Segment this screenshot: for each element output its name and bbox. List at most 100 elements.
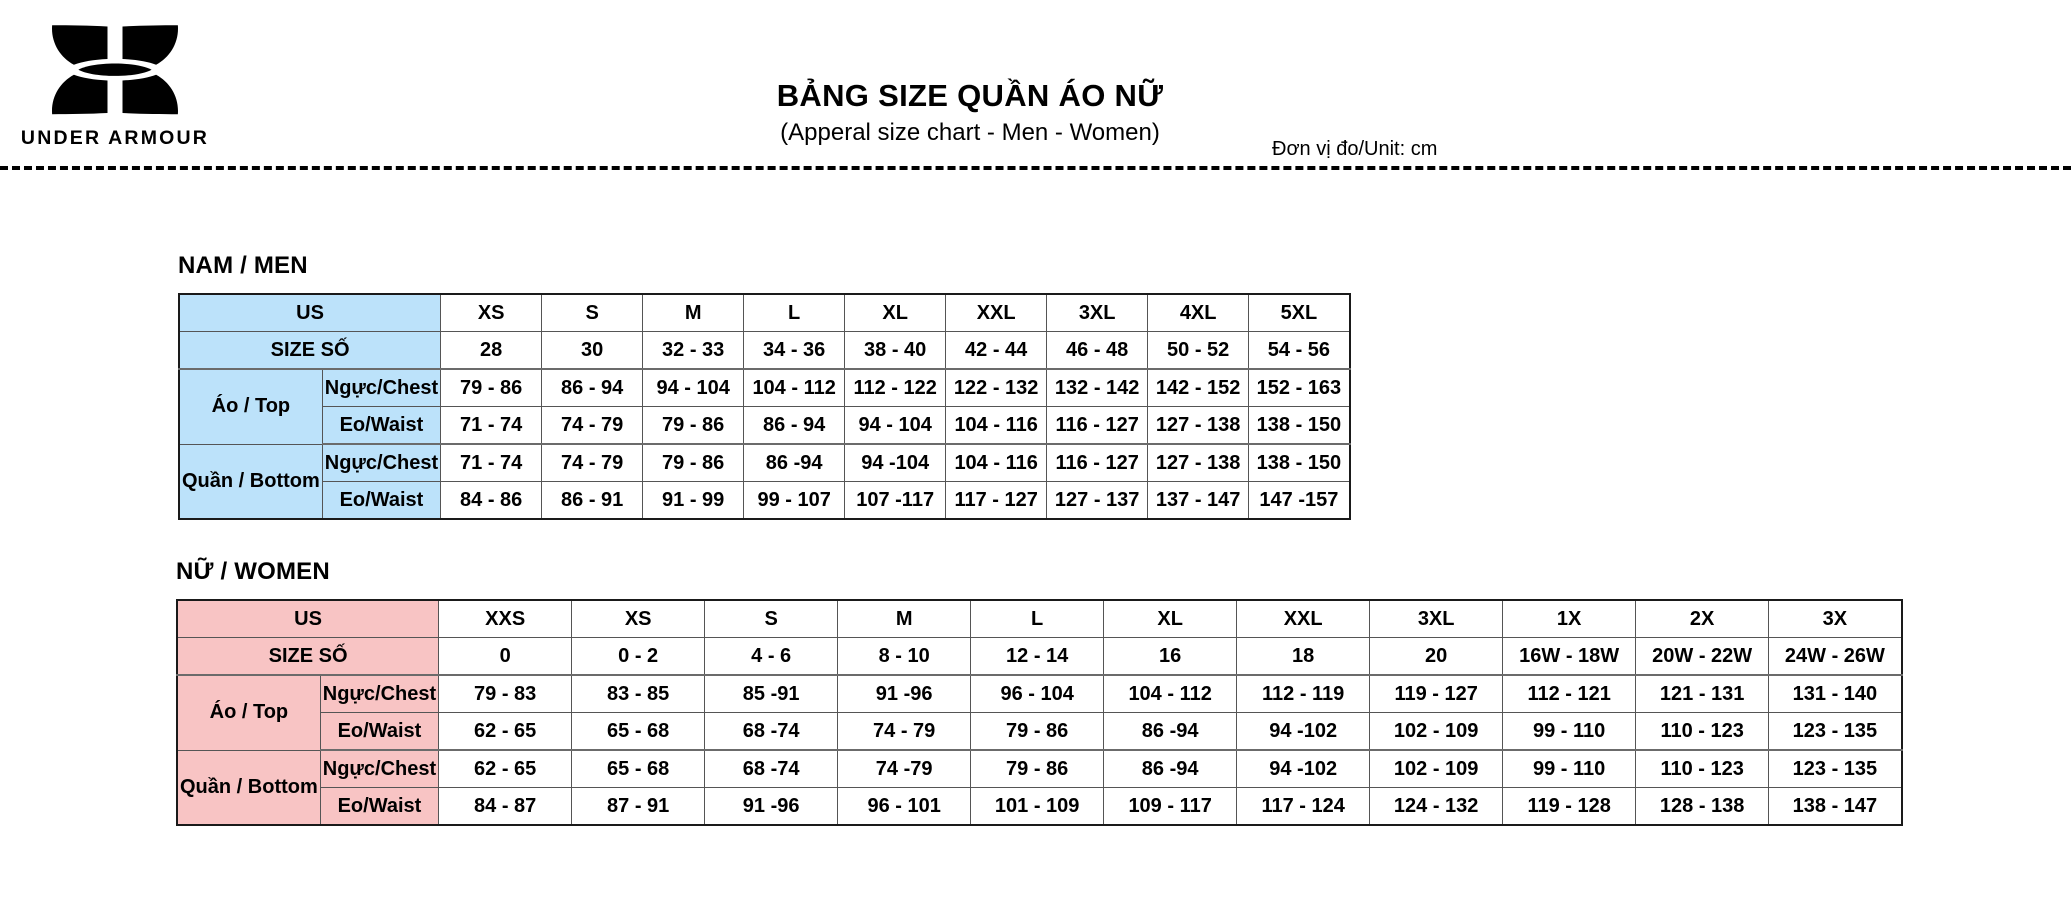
cell-size: S — [541, 293, 644, 332]
cell-size: XL — [844, 293, 947, 332]
cell-measure: 94 -104 — [844, 443, 947, 482]
cell-measure: 99 - 110 — [1502, 749, 1637, 788]
women-section: NỮ / WOMEN US XXS XS S M L XL XXL 3XL 1X… — [176, 558, 1903, 826]
men-section-label: NAM / MEN — [178, 252, 308, 279]
cell-size-number: 12 - 14 — [970, 637, 1105, 676]
cell-measure: 94 - 104 — [844, 406, 947, 445]
row-label-bottom: Quần / Bottom — [178, 443, 323, 520]
cell-size-number: 34 - 36 — [743, 331, 846, 370]
cell-measure: 79 - 86 — [970, 749, 1105, 788]
cell-size: XS — [440, 293, 543, 332]
cell-measure: 99 - 107 — [743, 481, 846, 520]
page-subtitle: (Apperal size chart - Men - Women) — [780, 118, 1160, 146]
cell-measure: 116 - 127 — [1046, 406, 1149, 445]
row-label-waist: Eo/Waist — [319, 787, 440, 826]
dashed-divider — [0, 166, 2071, 170]
cell-measure: 94 - 104 — [642, 368, 745, 407]
cell-measure: 119 - 127 — [1369, 674, 1504, 713]
cell-measure: 94 -102 — [1236, 749, 1371, 788]
row-label-bottom: Quần / Bottom — [176, 749, 321, 826]
cell-measure: 94 -102 — [1236, 712, 1371, 751]
cell-measure: 131 - 140 — [1768, 674, 1903, 713]
cell-size-number: 4 - 6 — [704, 637, 839, 676]
cell-measure: 99 - 110 — [1502, 712, 1637, 751]
table-row-size-number: SIZE SỐ 28 30 32 - 33 34 - 36 38 - 40 42… — [178, 331, 1351, 370]
cell-measure: 79 - 86 — [642, 406, 745, 445]
cell-measure: 112 - 119 — [1236, 674, 1371, 713]
table-row-top-waist: Eo/Waist 71 - 74 74 - 79 79 - 86 86 - 94… — [179, 406, 1351, 445]
cell-measure: 91 -96 — [837, 674, 972, 713]
cell-measure: 123 - 135 — [1768, 712, 1903, 751]
cell-measure: 79 - 86 — [970, 712, 1105, 751]
cell-measure: 71 - 74 — [440, 443, 543, 482]
cell-size-number: 24W - 26W — [1768, 637, 1903, 676]
cell-measure: 84 - 87 — [438, 787, 573, 826]
row-label-top: Áo / Top — [176, 674, 321, 751]
row-label-size-so: SIZE SỐ — [178, 331, 442, 370]
cell-size-number: 42 - 44 — [945, 331, 1048, 370]
unit-note: Đơn vị đo/Unit: cm — [1272, 138, 1438, 160]
cell-measure: 101 - 109 — [970, 787, 1105, 826]
cell-measure: 117 - 127 — [945, 481, 1048, 520]
table-row-top-chest: Áo / Top Ngực/Chest 79 - 83 83 - 85 85 -… — [176, 674, 1903, 751]
cell-size-number: 50 - 52 — [1147, 331, 1250, 370]
table-row-bottom-chest: Quần / Bottom Ngực/Chest 62 - 65 65 - 68… — [176, 749, 1903, 826]
brand-wordmark: UNDER ARMOUR — [20, 127, 210, 149]
cell-measure: 104 - 112 — [1103, 674, 1238, 713]
cell-size-number: 20 — [1369, 637, 1504, 676]
cell-measure: 86 -94 — [743, 443, 846, 482]
table-row-top-waist: Eo/Waist 62 - 65 65 - 68 68 -74 74 - 79 … — [177, 712, 1903, 751]
cell-measure: 86 -94 — [1103, 749, 1238, 788]
cell-measure: 127 - 137 — [1046, 481, 1149, 520]
cell-measure: 112 - 121 — [1502, 674, 1637, 713]
cell-measure: 71 - 74 — [440, 406, 543, 445]
cell-measure: 85 -91 — [704, 674, 839, 713]
page-title: BẢNG SIZE QUẦN ÁO NỮ — [776, 78, 1164, 113]
cell-measure: 138 - 150 — [1248, 443, 1351, 482]
row-label-waist: Eo/Waist — [319, 712, 440, 751]
page-header: UNDER ARMOUR BẢNG SIZE QUẦN ÁO NỮ (Apper… — [0, 0, 2071, 170]
women-size-table: US XXS XS S M L XL XXL 3XL 1X 2X 3X SIZE… — [176, 599, 1903, 826]
cell-measure: 96 - 101 — [837, 787, 972, 826]
cell-size: XS — [571, 599, 706, 638]
cell-measure: 152 - 163 — [1248, 368, 1351, 407]
cell-measure: 117 - 124 — [1236, 787, 1371, 826]
cell-size: XXS — [438, 599, 573, 638]
cell-measure: 128 - 138 — [1635, 787, 1770, 826]
cell-measure: 86 - 94 — [541, 368, 644, 407]
cell-size: M — [642, 293, 745, 332]
cell-size: 3XL — [1369, 599, 1504, 638]
cell-size: 2X — [1635, 599, 1770, 638]
cell-measure: 102 - 109 — [1369, 712, 1504, 751]
cell-measure: 91 -96 — [704, 787, 839, 826]
cell-size: XXL — [945, 293, 1048, 332]
cell-measure: 86 - 94 — [743, 406, 846, 445]
cell-measure: 104 - 112 — [743, 368, 846, 407]
table-row-bottom-waist: Eo/Waist 84 - 86 86 - 91 91 - 99 99 - 10… — [179, 481, 1351, 520]
table-row-us: US XXS XS S M L XL XXL 3XL 1X 2X 3X — [176, 599, 1903, 638]
women-section-label: NỮ / WOMEN — [176, 558, 330, 585]
cell-measure: 109 - 117 — [1103, 787, 1238, 826]
cell-measure: 110 - 123 — [1635, 749, 1770, 788]
cell-size: M — [837, 599, 972, 638]
cell-size-number: 32 - 33 — [642, 331, 745, 370]
row-label-chest: Ngực/Chest — [321, 443, 442, 482]
cell-measure: 96 - 104 — [970, 674, 1105, 713]
cell-measure: 68 -74 — [704, 712, 839, 751]
cell-measure: 102 - 109 — [1369, 749, 1504, 788]
row-label-waist: Eo/Waist — [321, 481, 442, 520]
cell-measure: 74 - 79 — [837, 712, 972, 751]
cell-measure: 116 - 127 — [1046, 443, 1149, 482]
cell-measure: 62 - 65 — [438, 749, 573, 788]
cell-measure: 83 - 85 — [571, 674, 706, 713]
cell-measure: 138 - 150 — [1248, 406, 1351, 445]
cell-size-number: 16W - 18W — [1502, 637, 1637, 676]
cell-size-number: 30 — [541, 331, 644, 370]
cell-size: 5XL — [1248, 293, 1351, 332]
row-label-top: Áo / Top — [178, 368, 323, 445]
cell-measure: 74 - 79 — [541, 406, 644, 445]
cell-size-number: 20W - 22W — [1635, 637, 1770, 676]
cell-measure: 65 - 68 — [571, 749, 706, 788]
cell-size: 3X — [1768, 599, 1903, 638]
cell-measure: 74 -79 — [837, 749, 972, 788]
